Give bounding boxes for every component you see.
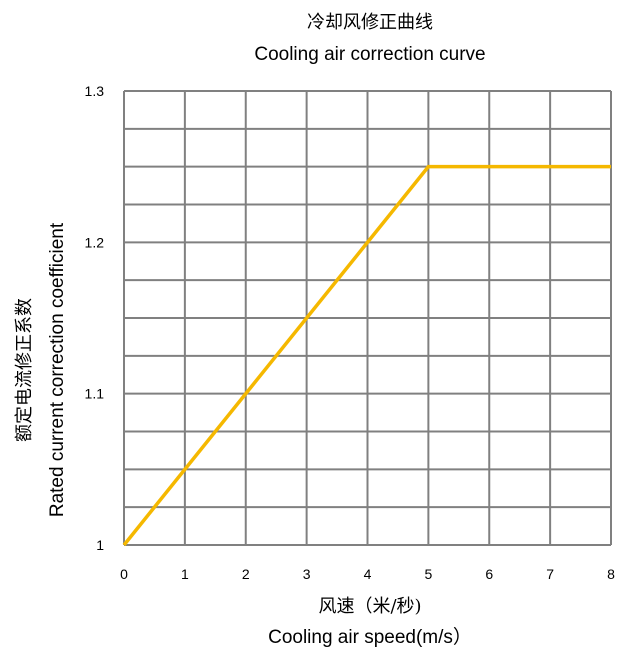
x-tick-label: 8 — [607, 566, 615, 582]
series-layer — [122, 164, 611, 547]
series-line — [122, 164, 611, 547]
y-axis-label-en: Rated current correction coefficient — [47, 222, 68, 517]
y-tick-labels: 1 1.1 1.2 1.3 — [85, 83, 105, 553]
x-tick-label: 0 — [120, 566, 128, 582]
y-axis-label: 额定电流修正系数 — [14, 298, 35, 442]
x-axis-label-en: Cooling air speed(m/s） — [268, 626, 472, 648]
x-tick-label: 6 — [485, 566, 493, 582]
y-tick-label: 1.2 — [85, 234, 105, 250]
y-tick-label: 1.1 — [85, 386, 105, 402]
x-tick-label: 5 — [424, 566, 432, 582]
y-tick-label: 1 — [96, 537, 104, 553]
y-tick-label: 1.3 — [85, 83, 105, 99]
x-tick-label: 1 — [181, 566, 189, 582]
x-tick-labels: 0 1 2 3 4 5 6 7 8 — [120, 566, 615, 582]
x-tick-label: 4 — [364, 566, 372, 582]
grid — [123, 90, 612, 546]
chart-title: 冷却风修正曲线 — [307, 12, 433, 33]
x-axis-label: 风速（米/秒) — [318, 596, 421, 617]
x-tick-label: 7 — [546, 566, 554, 582]
x-tick-label: 2 — [242, 566, 250, 582]
x-tick-label: 3 — [303, 566, 311, 582]
chart-subtitle: Cooling air correction curve — [254, 44, 485, 65]
